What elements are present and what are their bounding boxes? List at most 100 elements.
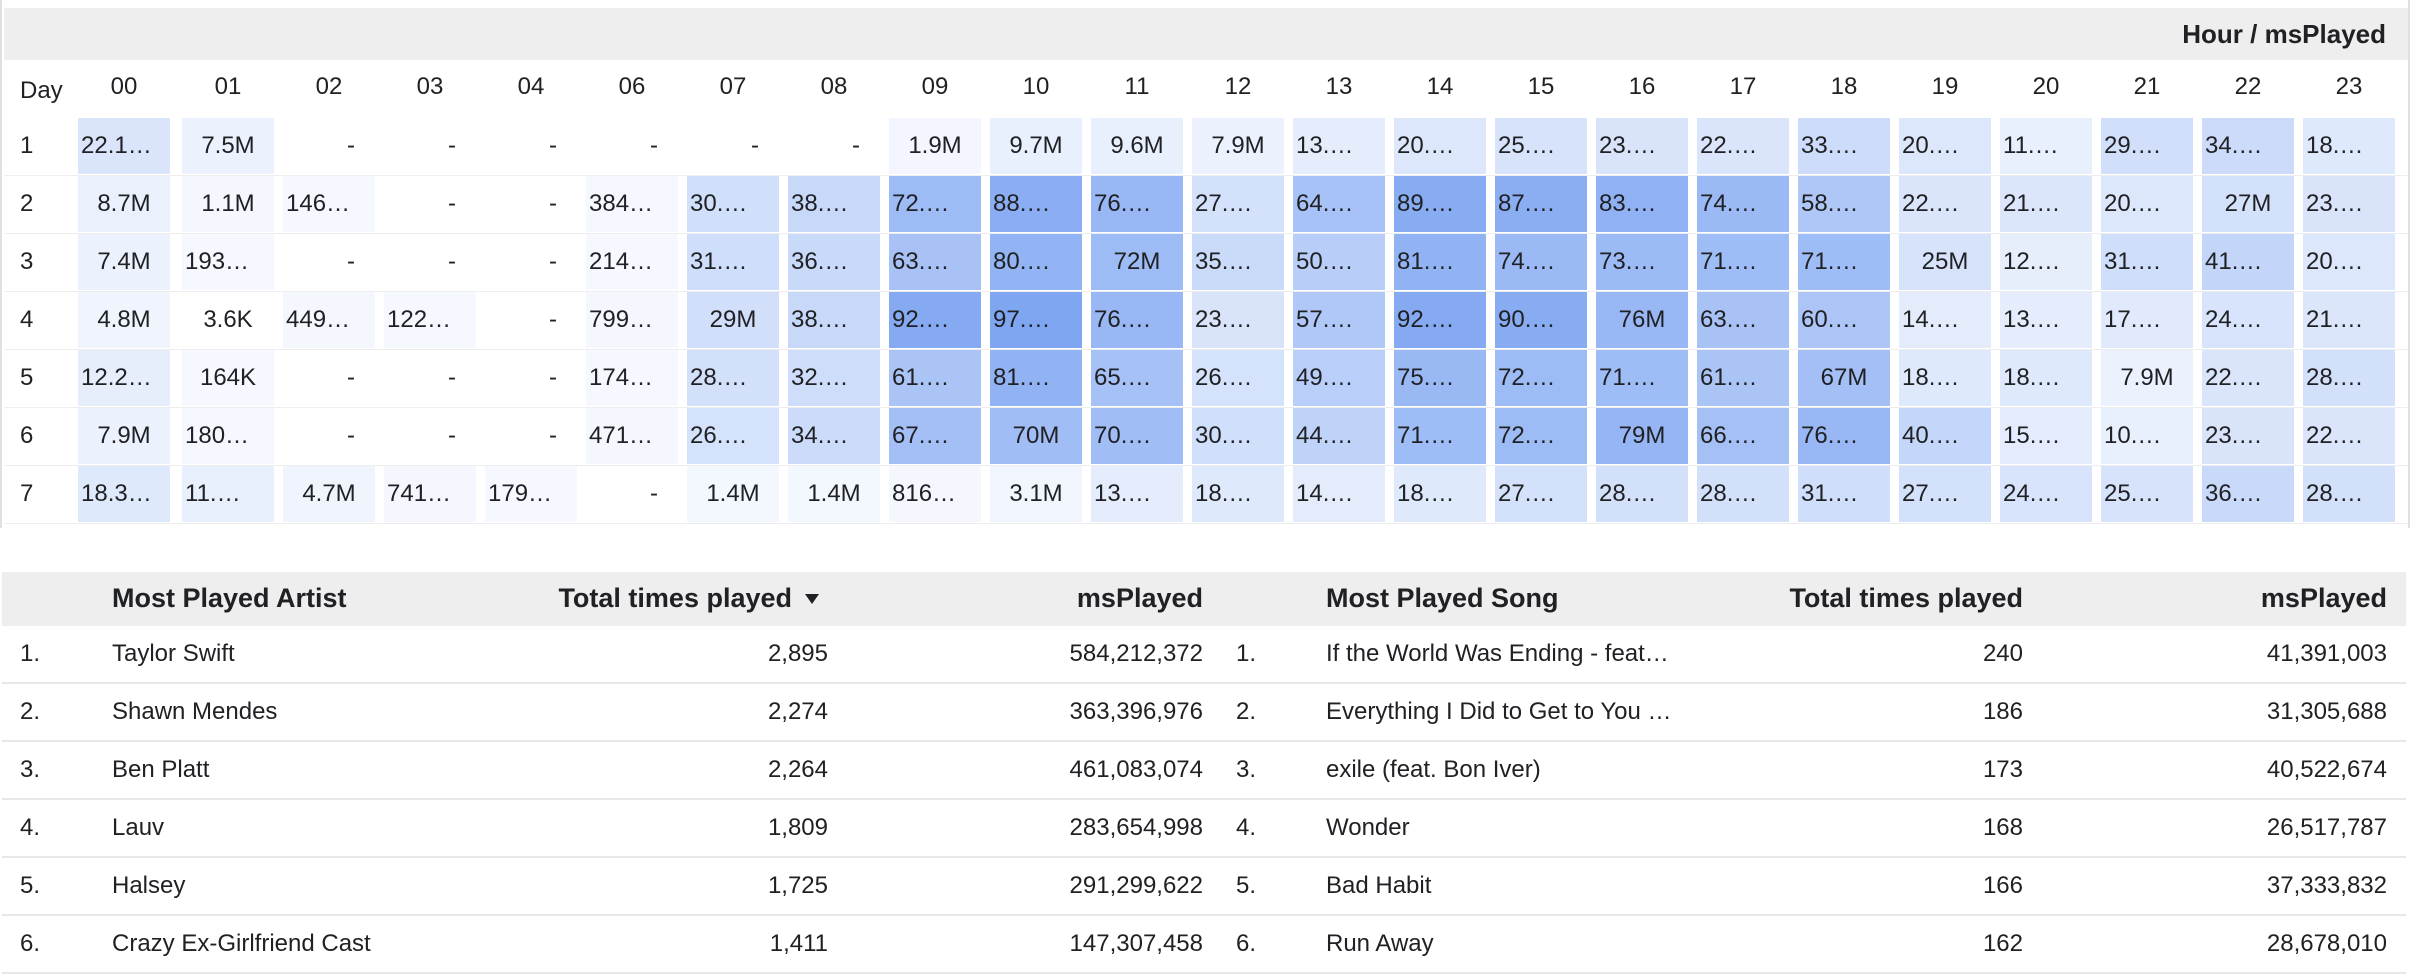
song-times-header[interactable]: Total times played xyxy=(1789,583,2023,613)
sort-descending-icon[interactable] xyxy=(805,594,819,604)
song-times-played: 186 xyxy=(1982,698,2023,725)
heatmap-cell: 29M xyxy=(687,292,779,348)
hour-header[interactable]: 07 xyxy=(719,73,747,100)
hour-header[interactable]: 11 xyxy=(1124,73,1150,100)
heatmap-cell: 9.7M xyxy=(990,118,1082,174)
artist-rank: 4. xyxy=(20,814,41,841)
heatmap-cell: 15.… xyxy=(2000,408,2092,464)
heatmap-cell: - xyxy=(549,306,557,333)
song-rank: 3. xyxy=(1236,756,1257,783)
hour-header[interactable]: 02 xyxy=(315,73,343,100)
hour-header[interactable]: 01 xyxy=(214,73,242,100)
heatmap-cell: 3.6K xyxy=(203,306,253,333)
heatmap-cell: 60.… xyxy=(1798,292,1890,348)
heatmap-cell: 174… xyxy=(586,350,678,406)
heatmap-cell: 71.… xyxy=(1394,408,1486,464)
song-name: If the World Was Ending - feat… xyxy=(1326,640,1669,667)
heatmap-cell: 1.9M xyxy=(889,118,981,174)
table-row[interactable]: 6. Crazy Ex-Girlfriend Cast 1,411 147,307,4… xyxy=(2,916,2406,974)
heatmap-cell: 71.… xyxy=(1697,234,1789,290)
heatmap-cell: 741… xyxy=(384,466,476,522)
artist-rank: 1. xyxy=(20,640,41,667)
hour-header[interactable]: 00 xyxy=(110,73,138,100)
heatmap-cell: 72.… xyxy=(1495,350,1587,406)
artist-name: Crazy Ex-Girlfriend Cast xyxy=(112,930,371,957)
table-row[interactable]: 5. Halsey 1,725 291,299,622 5. Bad Habit 166 37… xyxy=(2,858,2406,916)
hour-header[interactable]: 19 xyxy=(1931,73,1959,100)
heatmap-cell: 30.… xyxy=(687,176,779,232)
hour-header[interactable]: 16 xyxy=(1628,73,1656,100)
day-column-header[interactable]: Day xyxy=(20,77,63,104)
song-rank: 1. xyxy=(1236,640,1257,667)
artist-msplayed-header[interactable]: msPlayed xyxy=(1076,583,1203,613)
heatmap-cell: 76.… xyxy=(1091,176,1183,232)
song-column-header[interactable]: Most Played Song xyxy=(1326,583,1559,613)
hour-header[interactable]: 15 xyxy=(1527,73,1555,100)
heatmap-cell: 22.… xyxy=(2202,350,2294,406)
hour-header[interactable]: 08 xyxy=(820,73,848,100)
artist-times-header[interactable]: Total times played xyxy=(558,583,792,613)
table-row[interactable]: 4. Lauv 1,809 283,654,998 4. Wonder 168 26,517,… xyxy=(2,800,2406,858)
hour-header[interactable]: 12 xyxy=(1224,73,1252,100)
heatmap-cell: - xyxy=(549,364,557,391)
song-name: exile (feat. Bon Iver) xyxy=(1326,756,1541,783)
artist-msplayed: 147,307,458 xyxy=(1069,930,1203,957)
hour-header[interactable]: 04 xyxy=(517,73,545,100)
heatmap-cell: 180… xyxy=(182,408,274,464)
hour-header[interactable]: 21 xyxy=(2133,73,2161,100)
heatmap-cell: 87.… xyxy=(1495,176,1587,232)
artist-msplayed: 283,654,998 xyxy=(1069,814,1203,841)
hour-header[interactable]: 13 xyxy=(1325,73,1353,100)
hour-header[interactable]: 03 xyxy=(416,73,444,100)
table-row[interactable]: 2. Shawn Mendes 2,274 363,396,976 2. Everythi… xyxy=(2,684,2406,742)
artist-times-played: 2,264 xyxy=(767,756,828,783)
artist-times-played: 1,809 xyxy=(767,814,828,841)
heatmap-cell: 471… xyxy=(586,408,678,464)
heatmap-cell: 21.… xyxy=(2303,292,2395,348)
heatmap-cell: 28.… xyxy=(2303,466,2395,522)
heatmap-cell: 92.… xyxy=(1394,292,1486,348)
hour-header[interactable]: 23 xyxy=(2335,73,2363,100)
hour-header[interactable]: 17 xyxy=(1729,73,1757,100)
heatmap-cell: 70M xyxy=(990,408,1082,464)
heatmap-cell: 7.9M xyxy=(78,408,170,464)
heatmap-cell: 24.… xyxy=(2202,292,2294,348)
heatmap-cell: 28.… xyxy=(1596,466,1688,522)
heatmap-cell: 799… xyxy=(586,292,678,348)
hour-header[interactable]: 18 xyxy=(1830,73,1858,100)
song-msplayed: 40,522,674 xyxy=(2266,756,2387,783)
hour-header[interactable]: 06 xyxy=(618,73,646,100)
artist-times-played: 2,895 xyxy=(767,640,828,667)
heatmap-cell: 14.… xyxy=(1899,292,1991,348)
heatmap-cell: 17.… xyxy=(2101,292,2193,348)
song-rank: 2. xyxy=(1236,698,1257,725)
heatmap-cell: - xyxy=(347,422,355,449)
hour-header[interactable]: 20 xyxy=(2032,73,2060,100)
heatmap-cell: 80.… xyxy=(990,234,1082,290)
heatmap-cell: 92.… xyxy=(889,292,981,348)
row-divider xyxy=(4,233,2408,234)
heatmap-cell: 31.… xyxy=(1798,466,1890,522)
table-row[interactable]: 1. Taylor Swift 2,895 584,212,372 1. If the W… xyxy=(2,626,2406,684)
hour-header[interactable]: 10 xyxy=(1022,73,1050,100)
heatmap-cell: 38.… xyxy=(788,292,880,348)
heatmap-cell: 83.… xyxy=(1596,176,1688,232)
hour-header[interactable]: 22 xyxy=(2234,73,2262,100)
heatmap-cell: 23.… xyxy=(1596,118,1688,174)
song-name: Wonder xyxy=(1326,814,1410,841)
hour-header[interactable]: 09 xyxy=(921,73,949,100)
artist-msplayed: 584,212,372 xyxy=(1069,640,1203,667)
table-row[interactable]: 3. Ben Platt 2,264 461,083,074 3. exile (feat… xyxy=(2,742,2406,800)
heatmap-cell: 11.… xyxy=(2000,118,2092,174)
heatmap-cell: 18.3… xyxy=(78,466,170,522)
song-msplayed-header[interactable]: msPlayed xyxy=(2260,583,2387,613)
hour-header[interactable]: 14 xyxy=(1426,73,1454,100)
heatmap-cell: 22.… xyxy=(2303,408,2395,464)
heatmap-cell: 1.4M xyxy=(687,466,779,522)
heatmap-cell: 13.… xyxy=(1091,466,1183,522)
heatmap-cell: 12.2… xyxy=(78,350,170,406)
artist-column-header[interactable]: Most Played Artist xyxy=(112,583,347,613)
heatmap-cell: 73.… xyxy=(1596,234,1688,290)
heatmap-cell: 1.1M xyxy=(182,176,274,232)
heatmap-cell: - xyxy=(347,364,355,391)
